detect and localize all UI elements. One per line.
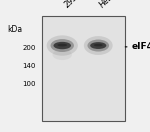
Ellipse shape [51,39,74,52]
Text: 293: 293 [63,0,80,9]
Text: 140: 140 [23,63,36,69]
Ellipse shape [57,44,67,46]
Ellipse shape [94,44,103,46]
Text: kDa: kDa [8,25,22,34]
Ellipse shape [87,39,109,51]
Text: 100: 100 [22,81,36,87]
Text: eIF4G: eIF4G [132,42,150,51]
Text: HeLa: HeLa [98,0,118,9]
Bar [42,16,124,121]
Ellipse shape [53,42,71,49]
Ellipse shape [47,35,78,56]
Ellipse shape [84,36,113,55]
Ellipse shape [90,42,106,49]
Ellipse shape [52,50,72,60]
Text: 200: 200 [23,45,36,51]
